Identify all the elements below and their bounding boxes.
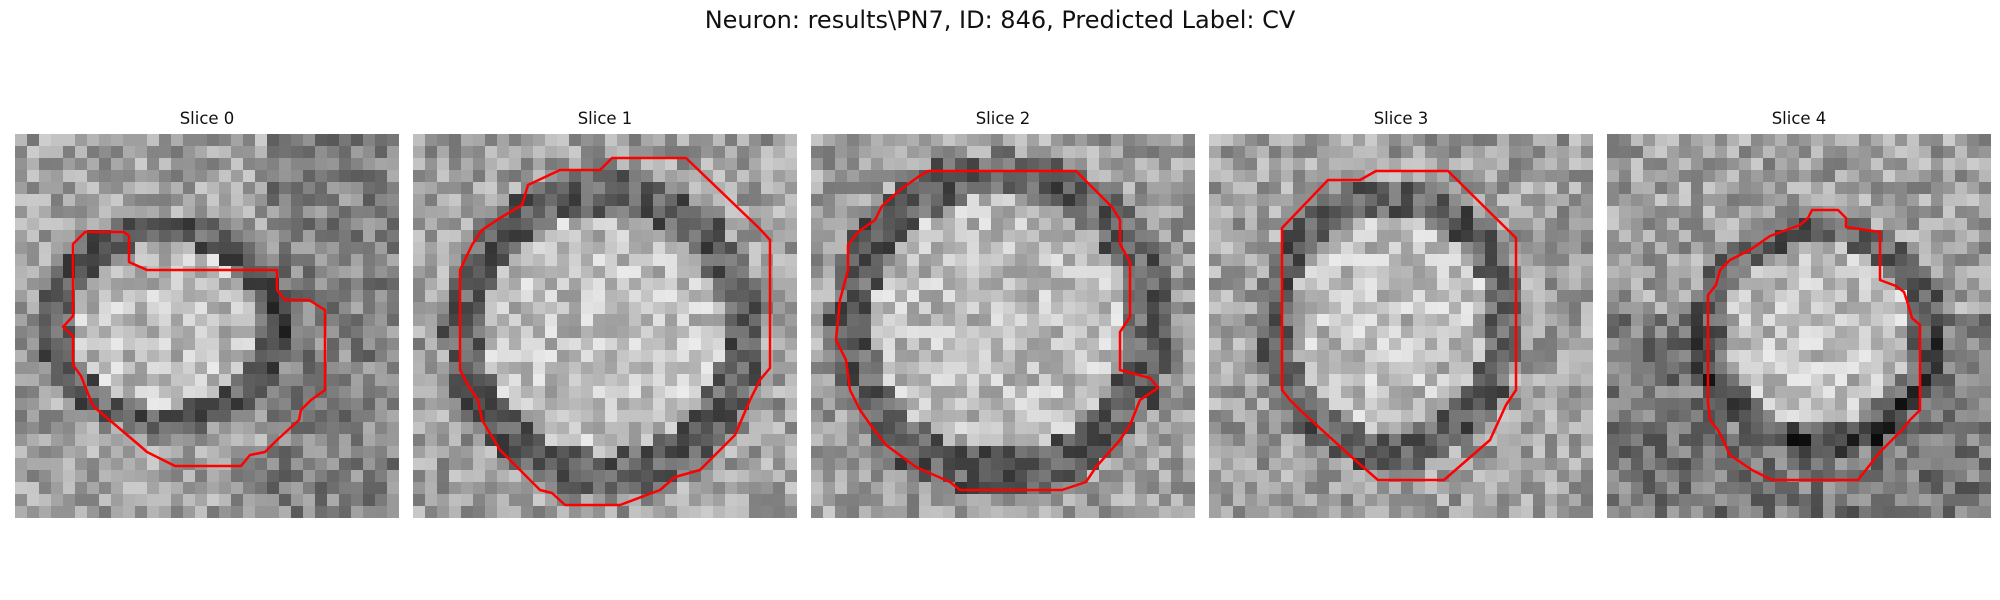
grayscale-em-patch-icon (1607, 134, 1991, 518)
segmentation-contour (834, 169, 1160, 492)
segmentation-contour (61, 230, 327, 468)
slice-title: Slice 4 (1771, 109, 1827, 128)
figure-title: Neuron: results\PN7, ID: 846, Predicted … (704, 6, 1296, 34)
slice-title: Slice 3 (1373, 109, 1429, 128)
grayscale-em-patch-icon (811, 134, 1195, 518)
slice-title: Slice 0 (179, 109, 235, 128)
grayscale-em-patch-icon (413, 134, 797, 518)
slice-title: Slice 1 (577, 109, 633, 128)
slice-image (15, 134, 399, 518)
segmentation-contour (458, 156, 772, 507)
slice-title: Slice 2 (975, 109, 1031, 128)
slice-image (413, 134, 797, 518)
grayscale-em-patch-icon (15, 134, 399, 518)
slice-image (811, 134, 1195, 518)
segmentation-contour (1706, 208, 1922, 482)
slice-image (1607, 134, 1991, 518)
grayscale-em-patch-icon (1209, 134, 1593, 518)
segmentation-contour (1280, 169, 1518, 482)
slice-image (1209, 134, 1593, 518)
